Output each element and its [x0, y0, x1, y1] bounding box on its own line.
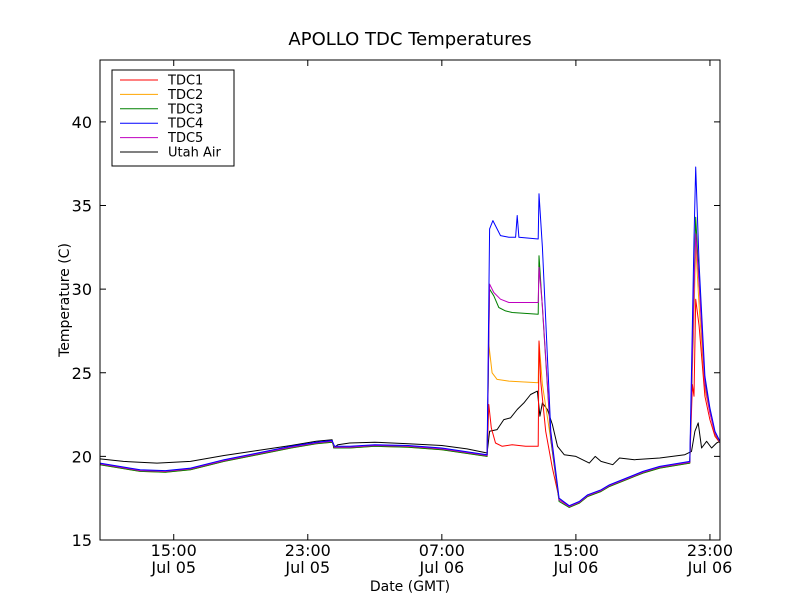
- x-tick-label-date: Jul 05: [150, 558, 196, 577]
- x-tick-label-date: Jul 06: [687, 558, 733, 577]
- x-tick-label-date: Jul 06: [418, 558, 464, 577]
- legend-label: TDC3: [167, 102, 203, 117]
- y-tick-label: 20: [72, 447, 92, 466]
- x-tick-label-time: 23:00: [285, 541, 331, 560]
- series-line-utah-air: [99, 390, 721, 466]
- legend-label: TDC4: [167, 117, 203, 132]
- series-line-tdc1: [99, 298, 721, 508]
- chart-title: APOLLO TDC Temperatures: [288, 29, 531, 50]
- x-axis-label: Date (GMT): [370, 579, 450, 595]
- y-tick-label: 30: [72, 280, 92, 299]
- legend-label: TDC5: [167, 131, 203, 146]
- x-tick-label-time: 23:00: [687, 541, 733, 560]
- series-line-tdc3: [99, 216, 721, 508]
- series-line-tdc4: [99, 166, 721, 507]
- legend-label: TDC2: [167, 88, 203, 103]
- y-tick-label: 35: [72, 197, 92, 216]
- legend-label: Utah Air: [168, 146, 221, 161]
- series-line-tdc5: [99, 233, 721, 508]
- series-layer: [99, 166, 721, 508]
- x-tick-label-date: Jul 05: [284, 558, 330, 577]
- x-tick-label-time: 07:00: [419, 541, 465, 560]
- x-tick-label-time: 15:00: [151, 541, 197, 560]
- plot-frame: [99, 59, 721, 541]
- y-axis-label: Temperature (C): [57, 243, 73, 358]
- y-tick-label: 25: [72, 364, 92, 383]
- y-tick-label: 40: [72, 113, 92, 132]
- x-tick-label-time: 15:00: [553, 541, 599, 560]
- y-tick-label: 15: [72, 531, 92, 550]
- legend-label: TDC1: [167, 74, 203, 89]
- legend-box: [111, 69, 235, 167]
- x-tick-label-date: Jul 06: [553, 558, 599, 577]
